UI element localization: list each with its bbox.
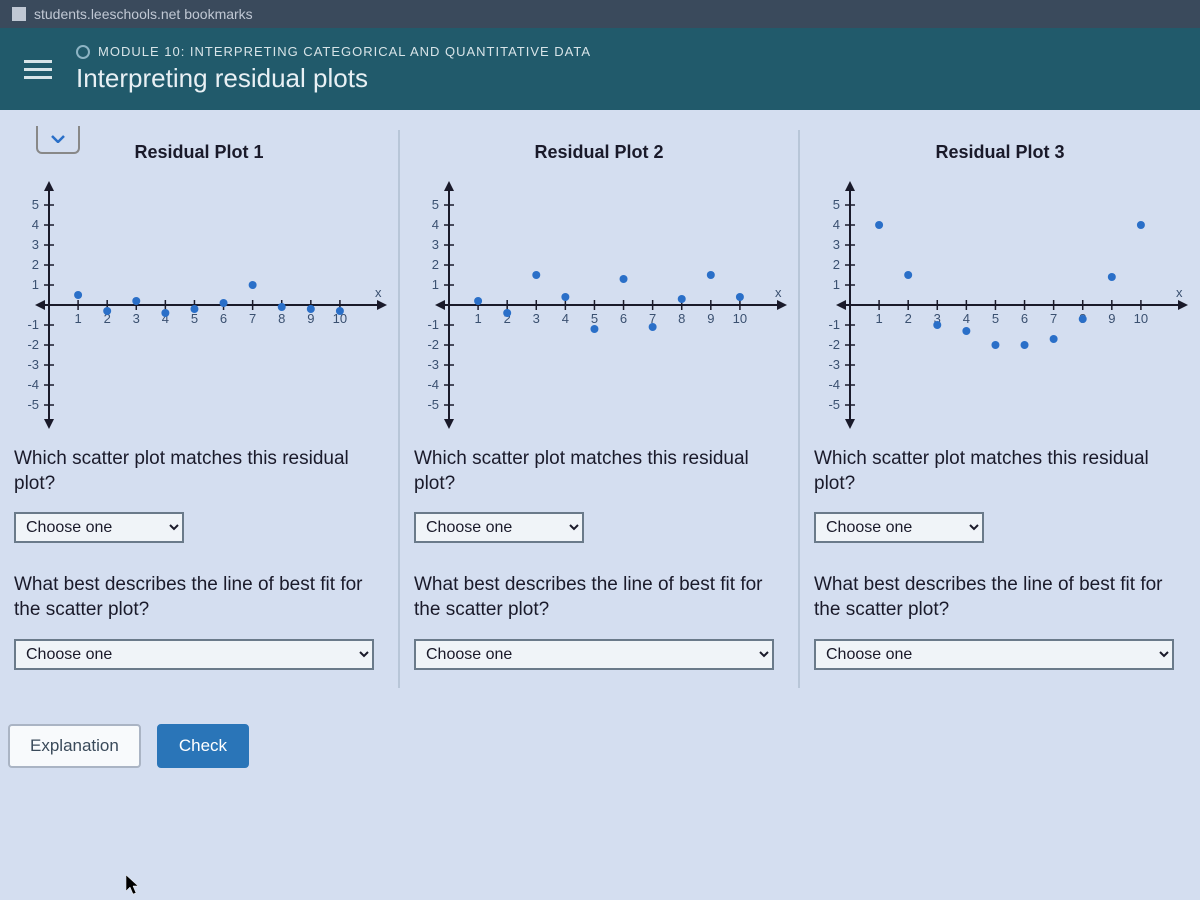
svg-text:-4: -4 (427, 377, 439, 392)
svg-text:x: x (775, 285, 782, 300)
svg-text:3: 3 (32, 237, 39, 252)
svg-text:1: 1 (833, 277, 840, 292)
select-best-fit[interactable]: Choose one (414, 639, 774, 670)
svg-text:-5: -5 (27, 397, 39, 412)
svg-text:-2: -2 (828, 337, 840, 352)
svg-text:-3: -3 (27, 357, 39, 372)
header-text: MODULE 10: INTERPRETING CATEGORICAL AND … (76, 44, 591, 94)
check-button[interactable]: Check (157, 724, 249, 768)
svg-text:9: 9 (1108, 311, 1115, 326)
plot-area: 1234567891012345-1-2-3-4-5x (9, 175, 389, 435)
svg-text:9: 9 (307, 311, 314, 326)
residual-plot: 1234567891012345-1-2-3-4-5x (409, 175, 789, 435)
svg-text:3: 3 (533, 311, 540, 326)
svg-text:3: 3 (432, 237, 439, 252)
browser-bookmark-bar: students.leeschools.net bookmarks (0, 0, 1200, 28)
explanation-button[interactable]: Explanation (8, 724, 141, 768)
plot-title: Residual Plot 1 (8, 130, 390, 175)
select-best-fit[interactable]: Choose one (14, 639, 374, 670)
footer-buttons: Explanation Check (0, 708, 1200, 784)
svg-text:8: 8 (678, 311, 685, 326)
column-1: Residual Plot 1 1234567891012345-1-2-3-4… (0, 130, 400, 688)
question-1: Which scatter plot matches this residual… (8, 435, 390, 508)
svg-text:1: 1 (432, 277, 439, 292)
svg-text:7: 7 (1050, 311, 1057, 326)
svg-text:6: 6 (620, 311, 627, 326)
svg-text:-5: -5 (828, 397, 840, 412)
svg-text:5: 5 (833, 197, 840, 212)
svg-text:4: 4 (432, 217, 439, 232)
svg-text:-2: -2 (427, 337, 439, 352)
svg-text:2: 2 (32, 257, 39, 272)
bookmark-text[interactable]: students.leeschools.net bookmarks (34, 6, 253, 22)
svg-text:8: 8 (278, 311, 285, 326)
cursor-icon (126, 875, 142, 895)
svg-text:2: 2 (905, 311, 912, 326)
svg-text:1: 1 (32, 277, 39, 292)
svg-text:5: 5 (591, 311, 598, 326)
svg-text:4: 4 (963, 311, 970, 326)
residual-plot: 1234567891012345-1-2-3-4-5x (9, 175, 389, 435)
svg-text:7: 7 (249, 311, 256, 326)
svg-text:1: 1 (474, 311, 481, 326)
svg-text:1: 1 (74, 311, 81, 326)
select-scatter-plot[interactable]: Choose one (414, 512, 584, 543)
select-scatter-plot[interactable]: Choose one (14, 512, 184, 543)
svg-text:-1: -1 (27, 317, 39, 332)
svg-text:4: 4 (562, 311, 569, 326)
question-2: What best describes the line of best fit… (808, 561, 1192, 634)
svg-text:3: 3 (133, 311, 140, 326)
svg-text:5: 5 (992, 311, 999, 326)
residual-plot: 1234567891012345-1-2-3-4-5x (810, 175, 1190, 435)
svg-text:x: x (375, 285, 382, 300)
column-2: Residual Plot 2 1234567891012345-1-2-3-4… (400, 130, 800, 688)
plot-title: Residual Plot 3 (808, 130, 1192, 175)
svg-text:9: 9 (707, 311, 714, 326)
svg-text:2: 2 (833, 257, 840, 272)
svg-text:4: 4 (833, 217, 840, 232)
plot-dropdown-tab[interactable] (36, 126, 80, 154)
plot-area: 1234567891012345-1-2-3-4-5x (409, 175, 789, 435)
question-2: What best describes the line of best fit… (8, 561, 390, 634)
svg-text:2: 2 (432, 257, 439, 272)
svg-text:-5: -5 (427, 397, 439, 412)
svg-text:-1: -1 (427, 317, 439, 332)
plot-area: 1234567891012345-1-2-3-4-5x (810, 175, 1190, 435)
svg-text:6: 6 (220, 311, 227, 326)
svg-text:4: 4 (32, 217, 39, 232)
svg-text:6: 6 (1021, 311, 1028, 326)
svg-text:x: x (1176, 285, 1183, 300)
plot-title: Residual Plot 2 (408, 130, 790, 175)
svg-text:-4: -4 (828, 377, 840, 392)
svg-text:3: 3 (833, 237, 840, 252)
module-label: MODULE 10: INTERPRETING CATEGORICAL AND … (76, 44, 591, 59)
svg-text:5: 5 (191, 311, 198, 326)
page-header: MODULE 10: INTERPRETING CATEGORICAL AND … (0, 28, 1200, 110)
svg-text:-1: -1 (828, 317, 840, 332)
question-1: Which scatter plot matches this residual… (408, 435, 790, 508)
chevron-down-icon (51, 135, 65, 143)
content-columns: Residual Plot 1 1 2 3 4 5 6 7 8 9 10 1 2 3 4 5 -1 -2 -3 -4… (0, 110, 1200, 708)
svg-text:-3: -3 (828, 357, 840, 372)
svg-text:10: 10 (1134, 311, 1148, 326)
select-scatter-plot[interactable]: Choose one (814, 512, 984, 543)
column-3: Residual Plot 3 1234567891012345-1-2-3-4… (800, 130, 1200, 688)
question-1: Which scatter plot matches this residual… (808, 435, 1192, 508)
page-title: Interpreting residual plots (76, 63, 591, 94)
svg-text:1: 1 (875, 311, 882, 326)
svg-text:-2: -2 (27, 337, 39, 352)
question-2: What best describes the line of best fit… (408, 561, 790, 634)
bookmark-icon (12, 7, 26, 21)
svg-text:-4: -4 (27, 377, 39, 392)
module-status-icon (76, 45, 90, 59)
select-best-fit[interactable]: Choose one (814, 639, 1174, 670)
menu-button[interactable] (24, 60, 52, 79)
svg-text:-3: -3 (427, 357, 439, 372)
svg-text:5: 5 (432, 197, 439, 212)
svg-text:5: 5 (32, 197, 39, 212)
svg-text:10: 10 (733, 311, 747, 326)
